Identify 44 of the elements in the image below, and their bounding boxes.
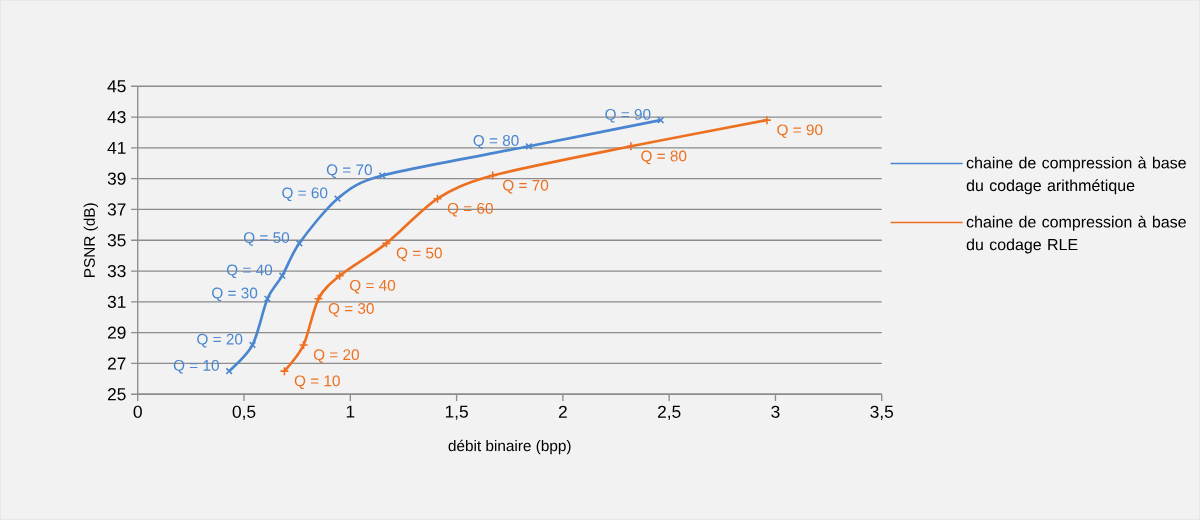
annotation: Q = 10	[294, 375, 340, 390]
point	[762, 115, 772, 125]
y-tick-label: 29	[107, 326, 126, 339]
annotation: Q = 60	[282, 187, 328, 202]
y-tick-label: 43	[107, 110, 126, 124]
annotation: Q = 70	[503, 179, 549, 194]
y-tick-label: 33	[107, 264, 126, 278]
y-axis-title: PSNR (dB)	[83, 203, 98, 277]
legend-label: chaine de compression à base du codage RLE	[966, 215, 1186, 254]
annotation: Q = 70	[326, 164, 372, 178]
y-tick-label: 45	[107, 80, 126, 93]
annotation: Q = 50	[396, 247, 442, 262]
annotation: Q = 20	[197, 333, 243, 348]
y-tick-label: 31	[107, 295, 126, 308]
x-tick-label: 3	[771, 405, 780, 418]
x-tick-label: 0,5	[232, 405, 256, 420]
y-tick-label: 35	[107, 234, 126, 247]
point	[278, 272, 286, 280]
annotation: Q = 80	[473, 135, 519, 149]
point	[225, 367, 233, 375]
x-tick-label: 1,5	[445, 405, 468, 420]
y-tick-label: 25	[107, 388, 126, 401]
legend-label: chaine de compression à base du codage arithmétique	[966, 156, 1186, 195]
y-tick-label: 27	[107, 357, 126, 370]
annotation: Q = 60	[447, 202, 493, 217]
x-tick-label: 3,5	[870, 405, 894, 420]
point	[295, 239, 303, 247]
x-axis-title: débit binaire (bpp)	[448, 439, 571, 455]
annotation: Q = 30	[212, 287, 258, 302]
y-tick-label: 41	[107, 141, 126, 154]
annotation: Q = 90	[777, 124, 823, 139]
annotation: Q = 80	[641, 150, 687, 165]
annotation: Q = 90	[605, 108, 651, 123]
annotation: Q = 40	[226, 264, 273, 279]
x-tick-label: 2	[558, 405, 567, 418]
annotation: Q = 40	[350, 279, 396, 294]
point	[333, 195, 342, 203]
annotation: Q = 30	[328, 303, 374, 317]
x-tick-label: 1	[346, 405, 355, 418]
annotation: Q = 20	[313, 349, 359, 363]
y-tick-label: 37	[107, 203, 126, 216]
y-tick-label: 39	[107, 172, 126, 185]
x-tick-label: 2,5	[658, 405, 681, 420]
x-tick-label: 0	[133, 405, 142, 418]
